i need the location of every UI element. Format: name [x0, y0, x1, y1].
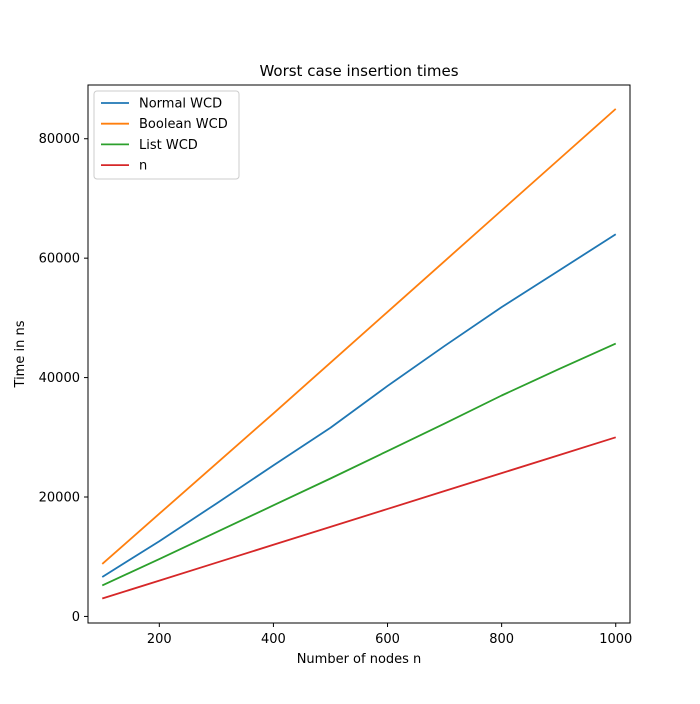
legend-label-2: List WCD [139, 138, 198, 153]
legend-label-3: n [139, 159, 147, 174]
legend-label-0: Normal WCD [139, 97, 222, 112]
x-tick-label: 200 [147, 632, 172, 647]
x-tick-label: 1000 [599, 632, 632, 647]
y-axis-label: Time in ns [13, 320, 28, 388]
y-tick-label: 0 [72, 610, 80, 625]
series-line-1 [101, 108, 617, 565]
y-tick-label: 20000 [39, 491, 80, 506]
legend-items: Normal WCD Boolean WCD List WCD n [101, 97, 228, 174]
legend-label-1: Boolean WCD [139, 117, 228, 132]
y-tick-label: 80000 [39, 132, 80, 147]
series-line-2 [101, 342, 617, 587]
y-tick-label: 60000 [39, 252, 80, 267]
series-line-3 [101, 436, 617, 600]
x-axis-label: Number of nodes n [297, 652, 422, 667]
legend-box [93, 90, 240, 180]
legend: Normal WCD Boolean WCD List WCD n [93, 90, 240, 180]
y-axis: 0 20000 40000 60000 80000 [39, 132, 88, 625]
x-axis: 200 400 600 800 1000 [147, 623, 632, 647]
x-tick-label: 400 [261, 632, 286, 647]
y-tick-label: 40000 [39, 371, 80, 386]
series-line-0 [101, 233, 617, 578]
x-tick-label: 800 [489, 632, 514, 647]
chart-title: Worst case insertion times [259, 62, 458, 80]
x-tick-label: 600 [375, 632, 400, 647]
plot-area [87, 84, 631, 624]
series-layer [101, 108, 617, 600]
plot-frame [87, 84, 631, 624]
